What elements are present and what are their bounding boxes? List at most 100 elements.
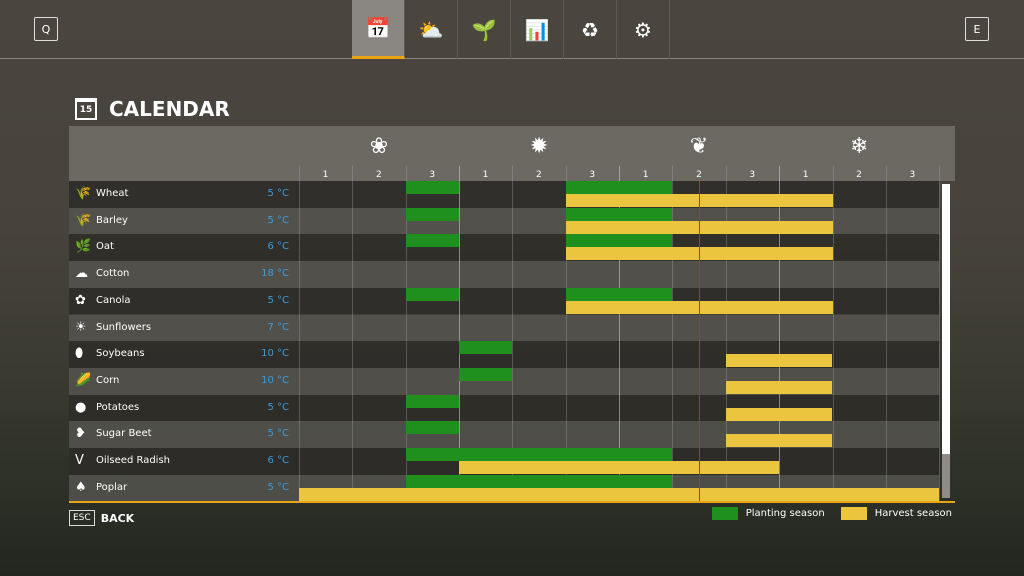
crop-canola-icon: ✿ bbox=[75, 292, 86, 308]
period-label: 1 bbox=[642, 170, 649, 180]
scrollbar-thumb[interactable] bbox=[942, 454, 950, 498]
planting-bar bbox=[405, 394, 460, 408]
column-divider bbox=[725, 166, 727, 501]
season-summer-icon: ✹ bbox=[529, 134, 549, 159]
period-label: 3 bbox=[749, 170, 756, 180]
column-divider bbox=[299, 166, 300, 501]
page-header: 15 CALENDAR bbox=[75, 97, 230, 121]
current-period-marker bbox=[699, 181, 701, 501]
crop-min-temp: 5 °C bbox=[267, 401, 289, 413]
harvest-bar bbox=[725, 354, 833, 368]
calendar-icon: 📅 bbox=[365, 16, 391, 40]
period-label: 2 bbox=[375, 170, 382, 180]
crop-min-temp: 6 °C bbox=[267, 455, 289, 466]
tab-bar: 📅 ⛅ 🌱 📊 ♻ ⚙ bbox=[352, 0, 670, 59]
crop-name: Soybeans bbox=[96, 348, 145, 360]
scrollbar[interactable] bbox=[942, 184, 950, 498]
crop-name: Canola bbox=[96, 294, 131, 306]
crop-soybeans-icon: ⬮ bbox=[75, 346, 84, 362]
column-divider bbox=[779, 166, 781, 501]
planting-bar bbox=[405, 448, 673, 461]
crop-min-temp: 6 °C bbox=[267, 241, 289, 253]
crop-min-temp: 10 °C bbox=[261, 348, 289, 360]
crop-name: Cotton bbox=[96, 268, 130, 280]
tab-weather[interactable]: ⛅ bbox=[405, 0, 458, 59]
harvest-bar bbox=[725, 407, 833, 421]
crop-min-temp: 5 °C bbox=[267, 294, 289, 306]
column-divider bbox=[352, 166, 354, 501]
crop-row: ☀ Sunflowers 7 °C bbox=[69, 314, 939, 342]
esc-key: ESC bbox=[69, 510, 95, 526]
planting-bar bbox=[405, 181, 460, 194]
crop-name: Sunflowers bbox=[96, 321, 152, 333]
back-label: BACK bbox=[100, 511, 135, 525]
crop-oilseed-radish-icon: Ⅴ bbox=[75, 453, 84, 468]
crop-barley-icon: 🌾 bbox=[75, 212, 92, 228]
planting-bar bbox=[565, 181, 673, 194]
crop-name: Wheat bbox=[96, 188, 129, 199]
legend-planting: Planting season bbox=[745, 508, 825, 519]
season-autumn-icon: ❦ bbox=[689, 134, 709, 159]
column-divider bbox=[459, 166, 461, 501]
crop-name: Sugar Beet bbox=[96, 428, 152, 440]
crop-oat-icon: 🌿 bbox=[75, 239, 92, 255]
column-divider bbox=[832, 166, 834, 501]
planting-bar bbox=[405, 207, 460, 221]
next-tab-key-e[interactable]: E bbox=[965, 17, 989, 41]
planting-bar bbox=[459, 367, 513, 381]
tab-settings[interactable]: ⚙ bbox=[617, 0, 670, 59]
tab-prices[interactable]: 📊 bbox=[511, 0, 564, 59]
planting-bar bbox=[405, 474, 673, 488]
crop-sunflowers-icon: ☀ bbox=[75, 319, 87, 335]
period-label: 2 bbox=[536, 170, 542, 180]
crop-name: Corn bbox=[96, 374, 120, 386]
crop-sugar-beet-icon: ❥ bbox=[75, 426, 86, 442]
period-label: 2 bbox=[696, 170, 702, 180]
tab-cycle[interactable]: ♻ bbox=[564, 0, 617, 59]
crop-name: Oilseed Radish bbox=[96, 455, 170, 466]
crop-corn-icon: 🌽 bbox=[75, 372, 92, 388]
crop-name: Potatoes bbox=[96, 401, 140, 413]
crop-min-temp: 5 °C bbox=[267, 188, 289, 199]
weather-icon: ⛅ bbox=[418, 17, 444, 42]
back-button[interactable]: ESC BACK bbox=[69, 510, 134, 526]
season-spring-icon: ❀ bbox=[369, 134, 389, 159]
planting-bar bbox=[405, 421, 460, 435]
crop-name: Barley bbox=[96, 214, 128, 226]
planting-bar bbox=[565, 207, 673, 221]
crop-min-temp: 5 °C bbox=[267, 428, 289, 440]
planting-bar bbox=[459, 341, 513, 355]
column-divider bbox=[405, 166, 407, 501]
legend: Planting season Harvest season bbox=[711, 507, 952, 520]
crops-icon: 🌱 bbox=[471, 17, 497, 42]
crop-min-temp: 7 °C bbox=[267, 321, 289, 333]
crop-poplar-icon: ♠ bbox=[75, 479, 87, 495]
planting-bar bbox=[565, 234, 673, 248]
column-divider bbox=[619, 166, 621, 501]
crop-name: Oat bbox=[96, 241, 114, 253]
planting-bar bbox=[405, 234, 460, 248]
column-divider bbox=[672, 166, 674, 501]
harvest-bar bbox=[725, 434, 833, 448]
calendar-header bbox=[69, 126, 955, 181]
crop-min-temp: 18 °C bbox=[261, 268, 289, 280]
crop-min-temp: 10 °C bbox=[261, 374, 289, 386]
calendar-icon: 15 bbox=[75, 98, 97, 120]
crop-potatoes-icon: ● bbox=[75, 399, 87, 415]
crop-min-temp: 5 °C bbox=[267, 481, 289, 493]
planting-bar bbox=[405, 287, 460, 301]
period-label: 1 bbox=[482, 170, 489, 180]
period-label: 3 bbox=[589, 170, 596, 180]
prev-tab-key-q[interactable]: Q bbox=[34, 17, 58, 41]
period-label: 2 bbox=[856, 170, 862, 180]
tab-crops[interactable]: 🌱 bbox=[458, 0, 511, 59]
column-divider bbox=[512, 166, 514, 501]
period-label: 1 bbox=[802, 170, 809, 180]
crop-row: ☁ Cotton 18 °C bbox=[69, 261, 939, 288]
season-winter-icon: ❄ bbox=[849, 134, 869, 159]
planting-bar bbox=[565, 287, 673, 301]
tab-calendar[interactable]: 📅 bbox=[352, 0, 405, 59]
harvest-bar bbox=[459, 461, 780, 474]
period-label: 3 bbox=[909, 170, 916, 180]
settings-icon: ⚙ bbox=[634, 17, 652, 42]
